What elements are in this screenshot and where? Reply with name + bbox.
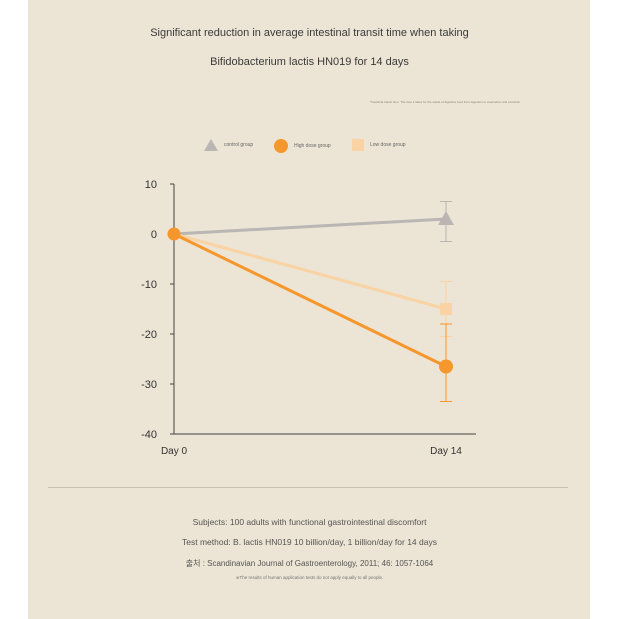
y-tick-label: -20 [141,329,157,341]
subjects-text: Subjects: 100 adults with functional gas… [192,517,427,527]
x-tick-label: Day 14 [430,446,462,457]
series-line [173,217,447,236]
series-line [173,232,447,368]
source-text: 출처 : Scandinavian Journal of Gastroenter… [185,559,434,568]
triangle-icon [204,139,218,151]
disclaimer-text: ※The results of human application tests … [235,575,384,580]
x-tick-label: Day 0 [161,446,188,457]
legend-label: control group [224,142,254,148]
data-point [438,211,454,225]
chart-subtitle: Bifidobacterium lactis HN019 for 14 days [210,56,409,68]
footnote-transit-time: *Intestinal transit time: The time it ta… [370,100,521,104]
legend-label: High dose group [294,143,331,149]
legend-high: High dose group [274,139,331,153]
y-tick-label: -10 [141,279,157,291]
legend-low: Low dose group [352,139,406,151]
chart-title: Significant reduction in average intesti… [150,27,469,39]
data-point-origin [167,227,181,241]
series-line [173,232,447,311]
method-text: Test method: B. lactis HN019 10 billion/… [182,537,437,547]
legend-control: control group [204,139,253,151]
y-tick-label: 0 [151,229,157,241]
chart-panel [28,0,590,619]
y-tick-label: -40 [141,429,157,441]
legend-label: Low dose group [370,142,406,148]
y-tick-label: -30 [141,379,157,391]
square-icon [352,139,364,151]
data-point [439,359,453,374]
data-point [440,303,452,315]
divider [48,487,568,488]
circle-icon [274,139,288,153]
y-tick-label: 10 [145,179,157,191]
